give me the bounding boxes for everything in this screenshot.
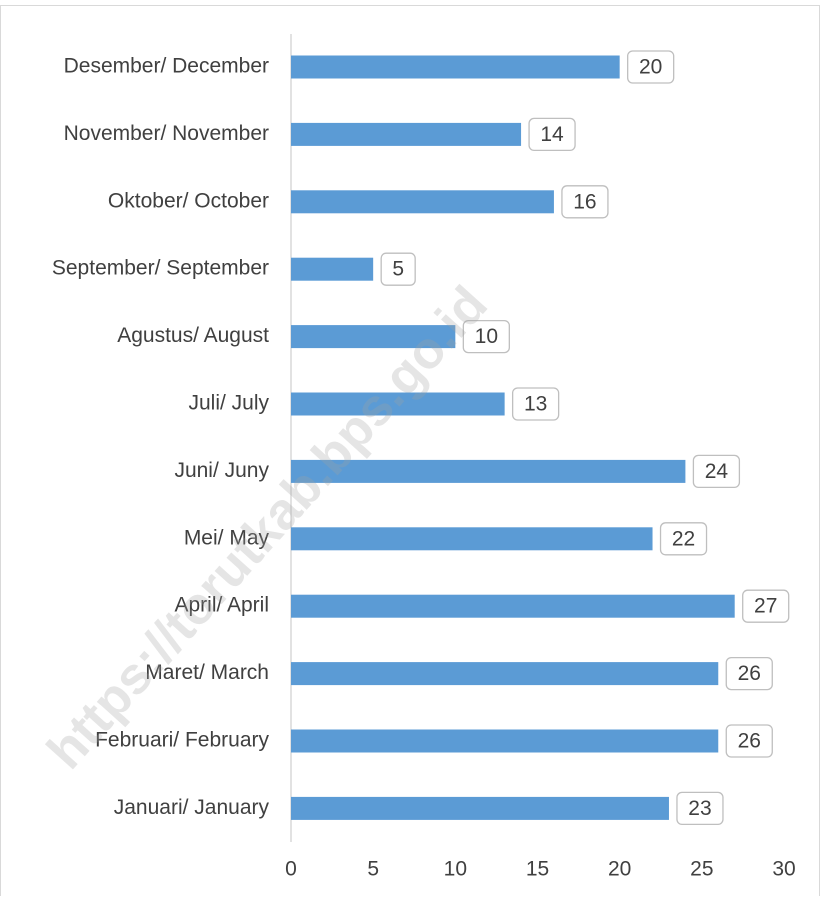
data-label: 22 <box>672 527 695 550</box>
x-tick-label: 20 <box>608 858 631 881</box>
data-label-box <box>627 50 675 84</box>
x-tick-label: 10 <box>444 858 467 881</box>
y-tick-label: Februari/ February <box>95 729 269 752</box>
bar <box>291 459 686 483</box>
bar <box>291 325 456 349</box>
bar <box>291 257 374 281</box>
bar <box>291 729 719 753</box>
x-tick-label: 25 <box>690 858 713 881</box>
data-label-box <box>725 724 773 758</box>
bar <box>291 55 620 79</box>
y-tick-label: Agustus/ August <box>117 324 269 347</box>
bar <box>291 527 653 551</box>
bar <box>291 796 669 820</box>
bar <box>291 392 505 416</box>
data-label-box <box>725 656 773 691</box>
x-tick-label: 0 <box>285 858 297 881</box>
y-tick-label: Desember/ December <box>64 55 269 78</box>
bar <box>291 662 719 686</box>
data-label: 23 <box>688 797 711 820</box>
data-label-box <box>742 589 790 623</box>
data-label-box <box>692 454 741 489</box>
x-tick-label: 5 <box>367 858 379 881</box>
data-label: 26 <box>738 662 761 685</box>
y-tick-label: November/ November <box>64 122 269 145</box>
y-tick-label: April/ April <box>174 594 269 617</box>
y-tick-label: Mei/ May <box>184 526 270 549</box>
y-tick-label: Juli/ July <box>188 392 269 415</box>
data-label: 24 <box>705 460 729 483</box>
y-tick-label: Oktober/ October <box>108 189 269 212</box>
data-label: 14 <box>540 123 564 146</box>
data-label-box <box>380 252 416 286</box>
data-label: 13 <box>524 393 547 416</box>
x-tick-label: 15 <box>526 858 549 881</box>
data-label-box <box>511 387 560 421</box>
x-tick-label: 30 <box>772 858 795 881</box>
y-tick-label: September/ September <box>52 257 269 280</box>
data-label: 5 <box>392 258 404 281</box>
data-label: 16 <box>573 190 596 213</box>
data-label: 10 <box>475 325 498 348</box>
bar <box>291 122 522 146</box>
data-label: 26 <box>738 730 761 753</box>
bar <box>291 594 735 618</box>
data-label-box <box>561 185 609 219</box>
data-label: 27 <box>754 595 777 618</box>
data-label-box <box>659 522 708 556</box>
data-label-box <box>676 791 724 826</box>
data-label-box <box>528 117 576 152</box>
data-label: 20 <box>639 56 662 79</box>
bar <box>291 190 554 214</box>
y-tick-label: Januari/ January <box>114 796 270 819</box>
y-tick-label: Juni/ Juny <box>174 459 269 482</box>
y-tick-label: Maret/ March <box>145 661 269 684</box>
data-label-box <box>462 319 510 354</box>
